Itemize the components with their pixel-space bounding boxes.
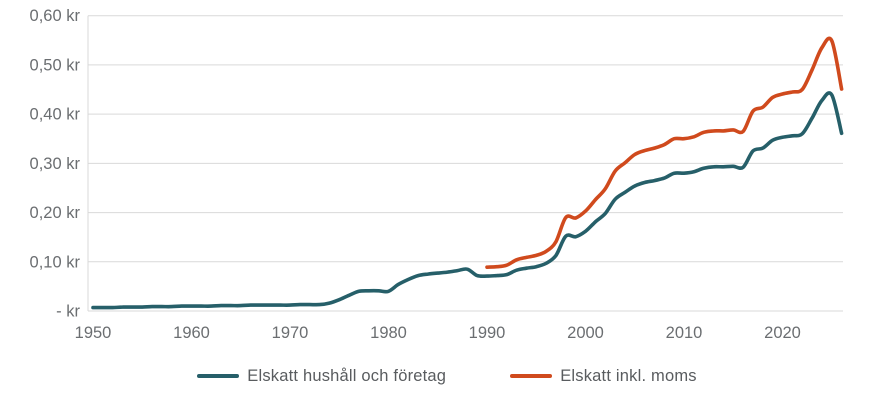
line-chart-canvas: 0,60 kr 0,50 kr 0,40 kr 0,30 kr 0,20 kr 0,10 … [30, 7, 844, 342]
x-axis-tick-label: 1960 [173, 324, 210, 342]
y-axis-tick-label: 0,50 kr [30, 56, 81, 74]
x-axis-tick-label: 2010 [666, 324, 703, 342]
series-line-elskatt-hushall [91, 91, 844, 310]
y-axis-tick-label: 0,20 kr [30, 204, 81, 222]
legend-item-elskatt-moms: Elskatt inkl. moms [510, 367, 697, 386]
y-axis-tick-label: 0,60 kr [30, 7, 81, 25]
legend-label: Elskatt hushåll och företag [247, 366, 447, 385]
x-axis-tick-label: 1950 [75, 324, 112, 342]
legend-item-elskatt-hushall: Elskatt hushåll och företag [197, 367, 446, 386]
x-axis-tick-label: 1990 [469, 324, 506, 342]
y-axis-tick-label: - kr [56, 303, 80, 321]
y-axis-tick-label: 0,40 kr [30, 106, 81, 124]
legend-label: Elskatt inkl. moms [560, 366, 697, 385]
teal-line-swatch-icon [197, 374, 240, 378]
chart-legend: Elskatt hushåll och företag Elskatt inkl… [0, 354, 894, 398]
x-axis-tick-label: 1970 [272, 324, 309, 342]
x-axis-tick-label: 2000 [567, 324, 604, 342]
y-axis-tick-label: 0,10 kr [30, 253, 81, 271]
y-axis-tick-label: 0,30 kr [30, 155, 81, 173]
x-axis-tick-label: 1980 [370, 324, 407, 342]
series-line-elskatt-inkl-moms [485, 36, 844, 269]
orange-line-swatch-icon [510, 374, 553, 378]
x-axis-tick-label: 2020 [764, 324, 801, 342]
